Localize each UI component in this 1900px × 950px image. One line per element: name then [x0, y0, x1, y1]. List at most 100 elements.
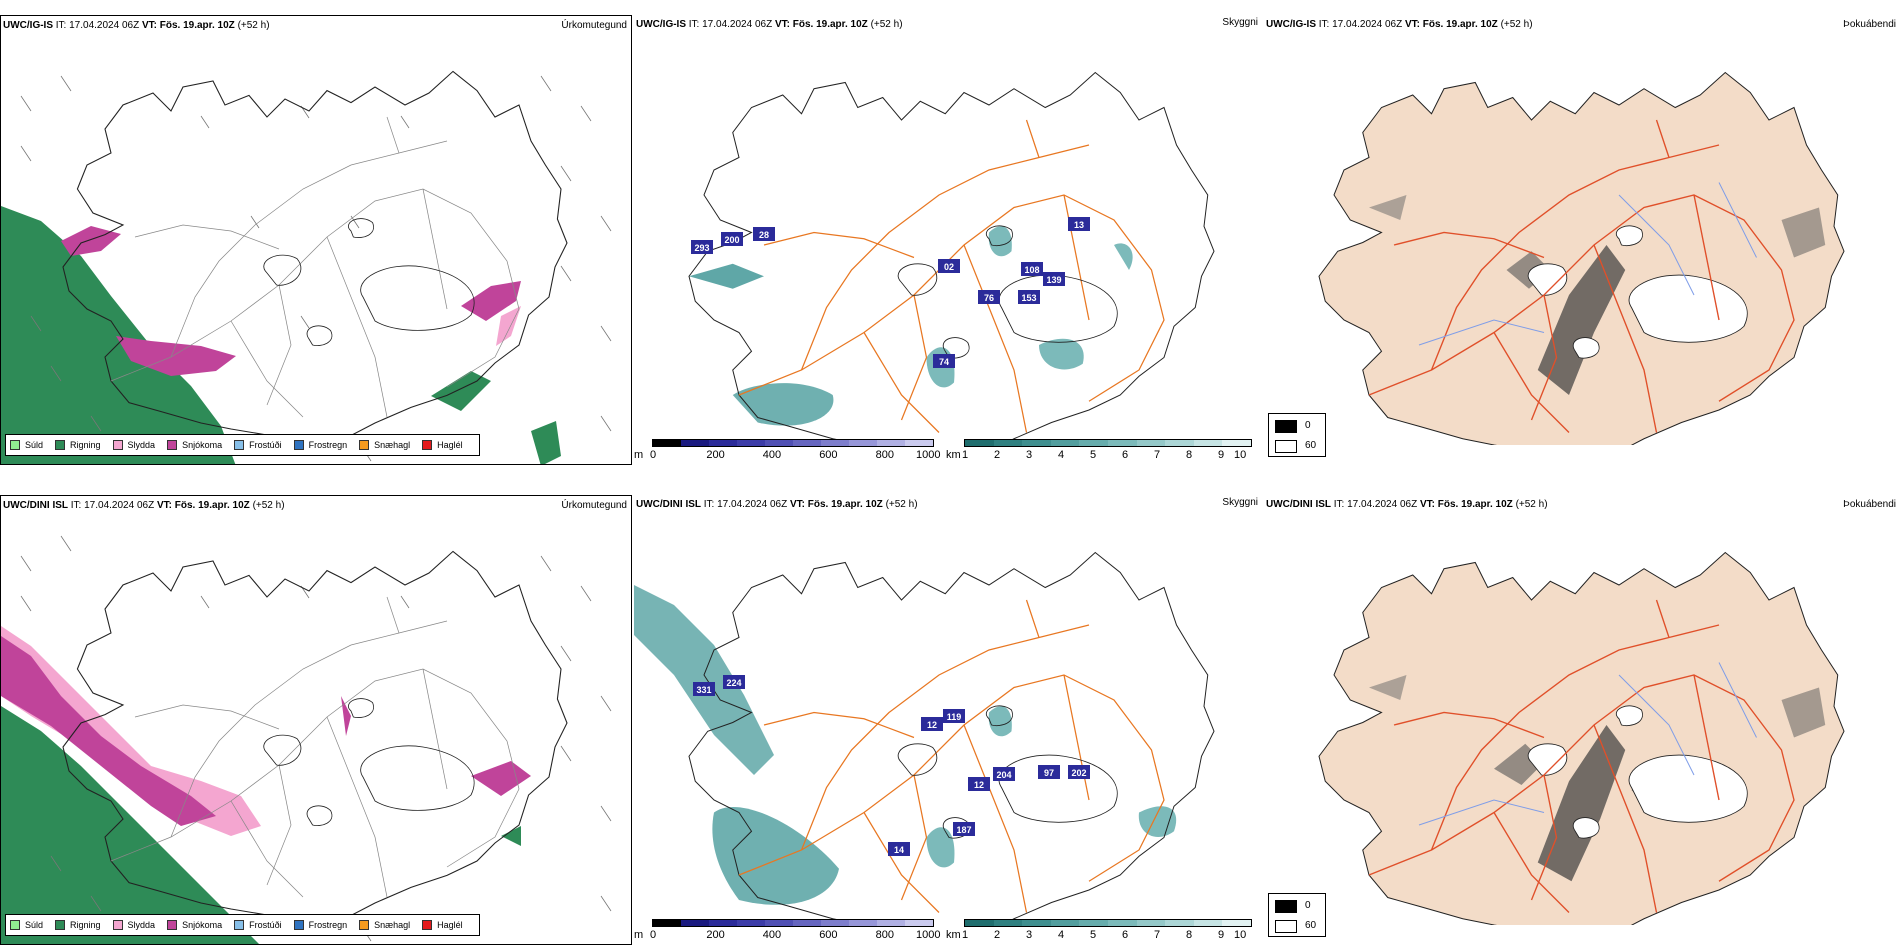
legend-label: Súld [25, 440, 44, 450]
ceiling-value-label: 187 [956, 825, 971, 835]
scale-segment [1050, 920, 1080, 926]
scale-segment [905, 440, 933, 446]
scale-segment [653, 920, 681, 926]
scale-segment [1222, 440, 1251, 446]
scale-tick-label: 4 [1058, 929, 1065, 941]
scale-tick-label: 10 [1234, 449, 1247, 461]
scale-segment [793, 920, 821, 926]
legend-label: Rigning [70, 440, 101, 450]
legend-label: Slydda [127, 440, 156, 450]
scale-segment [1165, 440, 1194, 446]
scale-tick-label: 0 [650, 449, 657, 461]
scale-segment [681, 440, 709, 446]
scale-segment [1165, 920, 1194, 926]
legend-item: Snjókoma [167, 440, 222, 450]
ceiling-map-bottom: 331 224 119 12 12 187 204 97 202 14 [634, 551, 1215, 925]
ceiling-visibility-panel-bottom: 331 224 119 12 12 187 204 97 202 14 UWC/DINI ISL … [634, 495, 1262, 945]
ceiling-colorbar: m 0 200 400 600 800 1000 [634, 437, 944, 465]
legend-label: Rigning [70, 920, 101, 930]
legend-label: Snæhagl [374, 440, 411, 450]
legend-item: Frostregn [293, 920, 347, 930]
visibility-colorbar: km 1 2 3 4 5 6 7 8 9 10 [946, 437, 1262, 465]
scale-segment [737, 920, 765, 926]
scale-segment [709, 920, 737, 926]
ceiling-value-label: 204 [996, 770, 1011, 780]
panel-header: UWC/IG-IS IT: 17.04.2024 06Z VT: Fös. 19… [636, 19, 903, 30]
legend-label: Snæhagl [374, 920, 411, 930]
panel-header: UWC/DINI ISL IT: 17.04.2024 06Z VT: Fös.… [3, 500, 285, 511]
fog-map-bottom [1318, 551, 1845, 925]
scale-tick-label: 1000 [916, 929, 941, 941]
precip-type-panel-top: UWC/IG-IS IT: 17.04.2024 06Z VT: Fös. 19… [0, 15, 632, 465]
ceiling-value-label: 119 [947, 712, 962, 722]
legend-swatch [234, 440, 245, 450]
fog-legend-label: 60 [1305, 440, 1317, 451]
rain-area-east [501, 826, 521, 846]
legend-item: Súld [10, 920, 43, 930]
legend-swatch [359, 920, 370, 930]
ceiling-value-label: 153 [1021, 293, 1036, 303]
scale-tick-label: 1 [962, 449, 969, 461]
legend-label: Haglél [437, 920, 463, 930]
field-title: Þokuábendi [1843, 499, 1896, 510]
scale-segment [993, 920, 1023, 926]
legend-label: Snjókoma [182, 440, 223, 450]
scale-tick-label: 800 [875, 929, 894, 941]
legend-swatch [422, 920, 433, 930]
snow-area [116, 336, 236, 376]
scale-tick-label: 10 [1234, 929, 1247, 941]
ceiling-cell [933, 354, 955, 368]
visibility-colorbar: km 1 2 3 4 5 6 7 8 9 10 [946, 917, 1262, 945]
panel-header: UWC/IG-IS IT: 17.04.2024 06Z VT: Fös. 19… [3, 20, 270, 31]
ceiling-value-label: 224 [726, 678, 741, 688]
field-title: Úrkomutegund [561, 500, 627, 511]
scale-segment [993, 440, 1023, 446]
ceiling-value-label: 331 [696, 685, 711, 695]
scale-segment [653, 440, 681, 446]
scale-tick-label: 2 [994, 449, 1001, 461]
legend-item: Frostúði [234, 440, 282, 450]
scale-segment [849, 920, 877, 926]
legend-swatch [10, 440, 20, 450]
scale-tick-label: 2 [994, 929, 1001, 941]
scale-segment [877, 440, 905, 446]
precip-legend: Súld Rigning Slydda Snjókoma Frostúði Frostre… [5, 434, 480, 456]
ceiling-value-label: 12 [927, 720, 937, 730]
scale-segment [965, 920, 994, 926]
fog-legend-swatch [1275, 920, 1297, 933]
ceiling-value-label: 74 [939, 357, 949, 367]
scale-segment [1107, 920, 1137, 926]
scale-tick-label: 1000 [916, 449, 941, 461]
snow-area-2 [341, 696, 351, 736]
scale-segment [765, 920, 793, 926]
scale-segment [1193, 920, 1223, 926]
ceiling-value-label: 200 [724, 235, 739, 245]
scale-tick-label: 4 [1058, 449, 1065, 461]
scale-segment [793, 440, 821, 446]
scale-tick-label: 6 [1122, 449, 1129, 461]
scale-segment [1107, 440, 1137, 446]
rain-area-east [431, 371, 491, 411]
fog-indicator-panel-top: UWC/IG-IS IT: 17.04.2024 06Z VT: Fös. 19… [1264, 15, 1900, 465]
ceiling-value-label: 02 [944, 262, 954, 272]
scale-segment [1022, 440, 1051, 446]
precip-type-panel-bottom: UWC/DINI ISL IT: 17.04.2024 06Z VT: Fös.… [0, 495, 632, 945]
field-title: Þokuábendi [1843, 19, 1896, 30]
scale-segment [709, 440, 737, 446]
fog-legend-label: 60 [1305, 920, 1317, 931]
scale-tick-label: 400 [762, 449, 782, 461]
legend-label: Snjókoma [182, 920, 223, 930]
ceiling-cell [1018, 290, 1040, 304]
scale-tick-label: 600 [819, 929, 838, 941]
legend-swatch [112, 920, 123, 930]
rain-area-se [531, 421, 561, 464]
fog-legend-label: 0 [1305, 420, 1311, 431]
scale-segment [1022, 920, 1051, 926]
legend-item: Snæhagl [359, 440, 410, 450]
rain-area [1, 706, 259, 944]
legend-label: Frostúði [249, 920, 282, 930]
legend-swatch [359, 440, 370, 450]
ceiling-cell [1068, 765, 1090, 779]
ceiling-annotations: 293 200 28 02 74 76 153 108 139 13 [691, 217, 1090, 368]
ceiling-value-label: 12 [974, 780, 984, 790]
